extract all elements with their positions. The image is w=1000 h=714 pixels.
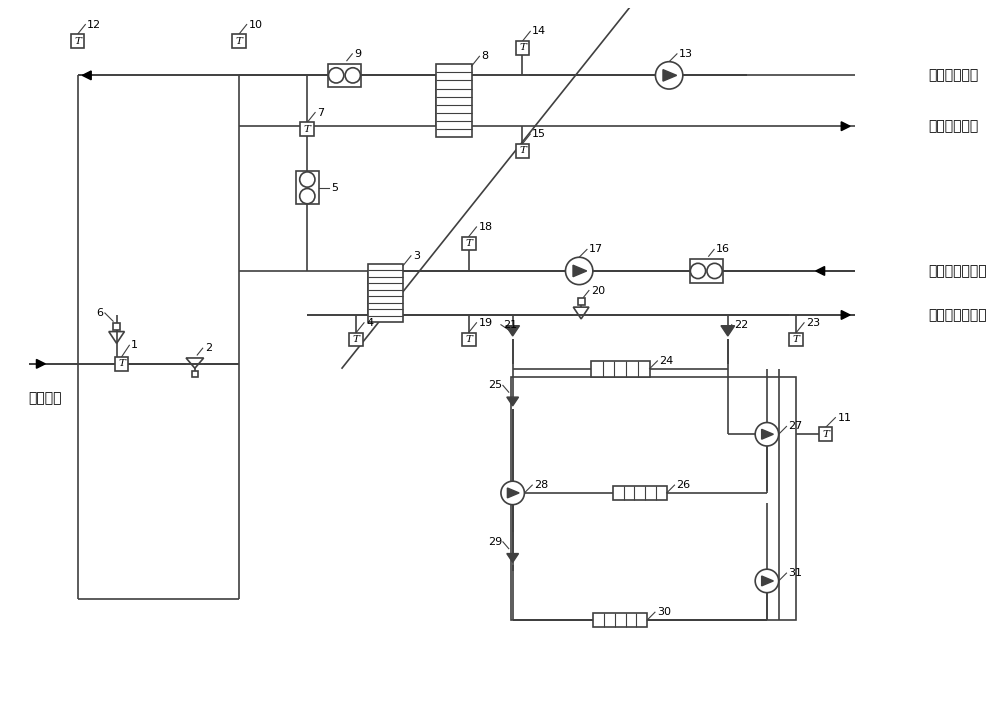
Circle shape [755, 423, 779, 446]
Text: 17: 17 [589, 244, 603, 254]
Bar [593, 613, 647, 628]
Text: 13: 13 [679, 49, 693, 59]
Text: 3: 3 [413, 251, 420, 261]
Circle shape [345, 68, 360, 83]
Text: 10: 10 [249, 19, 263, 29]
Polygon shape [36, 359, 45, 368]
Bar [789, 333, 803, 346]
Circle shape [329, 68, 344, 83]
Text: 12: 12 [87, 19, 101, 29]
Bar [192, 371, 198, 376]
Text: T: T [519, 146, 526, 155]
Text: 地热用户供水: 地热用户供水 [928, 119, 979, 134]
Polygon shape [573, 265, 587, 277]
Bar [296, 171, 319, 204]
Text: 28: 28 [534, 480, 548, 490]
Text: 散热器用户回水: 散热器用户回水 [928, 264, 987, 278]
Text: T: T [465, 335, 472, 344]
Text: T: T [822, 430, 829, 439]
Text: T: T [793, 335, 800, 344]
Bar [349, 333, 363, 346]
Bar [591, 361, 650, 376]
Text: 散热器用户供水: 散热器用户供水 [928, 308, 987, 322]
Text: 18: 18 [478, 222, 493, 232]
Text: 20: 20 [591, 286, 605, 296]
Text: T: T [519, 44, 526, 53]
Circle shape [501, 481, 524, 505]
Text: T: T [74, 36, 81, 46]
Polygon shape [507, 488, 519, 498]
Bar [819, 428, 832, 441]
Bar [516, 41, 529, 55]
Text: 1: 1 [131, 341, 138, 351]
Bar [436, 64, 472, 138]
Text: 一网供水: 一网供水 [29, 391, 62, 406]
Polygon shape [506, 326, 520, 336]
Circle shape [755, 569, 779, 593]
Circle shape [690, 263, 706, 278]
Text: 9: 9 [354, 49, 361, 59]
Text: 19: 19 [478, 318, 493, 328]
Bar [690, 259, 723, 283]
Polygon shape [663, 70, 677, 81]
Text: T: T [353, 335, 360, 344]
Text: 16: 16 [716, 244, 730, 254]
Text: 31: 31 [788, 568, 802, 578]
Text: 27: 27 [788, 421, 803, 431]
Circle shape [300, 188, 315, 203]
Bar [511, 376, 796, 620]
Bar [368, 263, 403, 322]
Polygon shape [841, 311, 850, 319]
Polygon shape [841, 122, 850, 131]
Bar [113, 323, 120, 330]
Polygon shape [762, 576, 773, 586]
Bar [462, 237, 476, 251]
Text: 地热用户回水: 地热用户回水 [928, 69, 979, 82]
Text: 2: 2 [205, 343, 212, 353]
Text: 24: 24 [659, 356, 674, 366]
Polygon shape [762, 429, 773, 439]
Text: 6: 6 [96, 308, 103, 318]
Bar [328, 64, 361, 87]
Text: 30: 30 [657, 607, 671, 617]
Circle shape [565, 257, 593, 285]
Bar [613, 486, 667, 501]
Text: T: T [304, 125, 311, 134]
Circle shape [707, 263, 722, 278]
Text: 22: 22 [734, 320, 748, 330]
Bar [462, 333, 476, 346]
Bar [300, 122, 314, 136]
Bar [115, 357, 128, 371]
Polygon shape [721, 326, 735, 336]
Text: 23: 23 [806, 318, 820, 328]
Polygon shape [82, 71, 91, 80]
Polygon shape [507, 553, 519, 563]
Text: 26: 26 [676, 480, 691, 490]
Circle shape [655, 61, 683, 89]
Text: 5: 5 [331, 183, 338, 193]
Text: 21: 21 [503, 320, 517, 330]
Text: 8: 8 [481, 51, 489, 61]
Text: 4: 4 [366, 318, 373, 328]
Bar [71, 34, 84, 48]
Polygon shape [816, 266, 825, 276]
Circle shape [300, 172, 315, 187]
Text: 29: 29 [488, 537, 502, 547]
Bar [578, 298, 585, 305]
Text: 25: 25 [488, 381, 502, 391]
Text: T: T [235, 36, 242, 46]
Text: 15: 15 [532, 129, 546, 139]
Polygon shape [507, 397, 519, 406]
Text: 11: 11 [837, 413, 851, 423]
Text: 7: 7 [317, 108, 324, 118]
Text: T: T [118, 359, 125, 368]
Text: 14: 14 [532, 26, 546, 36]
Bar [516, 144, 529, 158]
Bar [232, 34, 246, 48]
Text: T: T [465, 239, 472, 248]
